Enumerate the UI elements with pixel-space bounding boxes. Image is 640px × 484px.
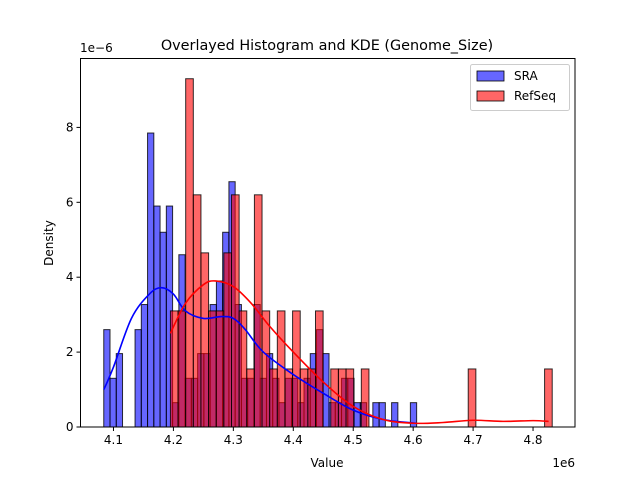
y-tick-label: 6 [66,195,74,209]
legend-swatch-sra [476,70,505,82]
bar-refseq [345,368,355,428]
y-axis: 0 2 4 6 8 [66,120,81,434]
bar-refseq [299,368,309,428]
bar-refseq [238,310,248,428]
bar-sra [115,353,124,428]
x-tick-label: 4.7 [464,433,483,447]
bar-refseq [185,78,194,428]
bar-refseq [467,368,477,428]
bar-refseq [360,368,370,428]
bar-refseq [314,310,324,428]
y-tick-label: 4 [66,270,74,284]
bar-refseq [230,194,240,428]
y-offset-label: 1e−6 [80,41,113,55]
y-axis-label: Density [42,220,56,266]
x-tick-label: 4.6 [404,433,423,447]
bar-refseq [284,368,294,428]
y-tick-label: 0 [66,420,74,434]
kde-layer [103,280,549,425]
y-tick-label: 2 [66,345,74,359]
bar-sra [391,402,399,428]
x-tick-label: 4.5 [344,433,363,447]
chart-title: Overlayed Histogram and KDE (Genome_Size… [161,38,493,54]
bar-sra [140,304,149,428]
x-axis-label: Value [311,456,344,470]
legend-label-sra: SRA [514,69,538,83]
bar-sra [109,377,117,428]
plot-frame [80,58,576,428]
bar-refseq [215,310,225,428]
bars-layer [103,78,553,428]
x-tick-label: 4.1 [104,433,123,447]
bar-refseq [208,310,217,428]
bar-refseq [261,310,271,428]
bar-sra [372,402,380,428]
bar-refseq [307,368,316,428]
legend: SRA RefSeq [470,64,570,111]
x-tick-label: 4.4 [284,433,303,447]
bar-refseq [223,252,232,428]
bar-refseq [544,368,553,428]
x-axis: 4.1 4.2 4.3 4.4 4.5 4.6 4.7 4.8 [104,427,543,447]
bar-sra [353,402,361,428]
bar-refseq [292,310,301,428]
bar-sra [159,231,167,428]
bar-sra [378,402,386,428]
bar-refseq [200,252,210,428]
kde-line-refseq [169,280,549,425]
x-tick-label: 4.3 [224,433,243,447]
bar-refseq [192,194,202,428]
bar-refseq [246,368,255,428]
kde-line-sra [103,286,417,425]
bar-sra [134,329,142,428]
bar-refseq [169,310,179,428]
bar-refseq [269,368,278,428]
x-tick-label: 4.2 [164,433,183,447]
bar-sra [153,205,161,428]
legend-label-refseq: RefSeq [514,89,556,103]
legend-swatch-refseq [476,90,505,102]
bar-refseq [177,310,187,428]
x-offset-label: 1e6 [552,456,575,470]
x-tick-label: 4.8 [523,433,542,447]
y-tick-label: 8 [66,120,74,134]
bar-sra [322,353,330,428]
bar-sra [147,132,155,428]
